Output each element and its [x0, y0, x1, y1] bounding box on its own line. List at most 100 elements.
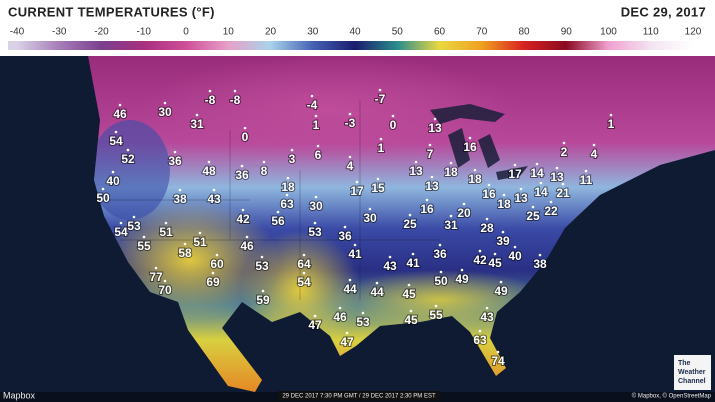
temperature: 56: [271, 214, 285, 228]
temperature: -3: [345, 116, 356, 130]
scale-tick-label: -20: [94, 27, 109, 38]
station-dot: [468, 136, 472, 140]
logo-line: The: [678, 360, 691, 367]
station-dot: [584, 169, 588, 173]
scale-tick-label: 20: [265, 27, 277, 38]
temperature: 45: [404, 313, 418, 327]
temperature: 16: [482, 187, 496, 201]
logo-line: Weather: [678, 369, 706, 376]
station-dot: [609, 113, 613, 117]
station-dot: [430, 175, 434, 179]
temperature: 54: [297, 275, 311, 289]
temperature: 41: [406, 256, 420, 270]
station-dot: [460, 268, 464, 272]
logo-box: [674, 355, 711, 390]
station-dot: [502, 193, 506, 197]
scale-tick-label: 70: [476, 27, 488, 38]
station-dot: [215, 253, 219, 257]
temperature: 13: [550, 170, 564, 184]
station-dot: [260, 255, 264, 259]
station-dot: [562, 141, 566, 145]
station-dot: [195, 113, 199, 117]
temperature: 16: [420, 202, 434, 216]
temperature: 47: [340, 335, 354, 349]
temperature: 41: [348, 247, 362, 261]
station-dot: [343, 225, 347, 229]
station-dot: [592, 143, 596, 147]
temperature: 18: [497, 197, 511, 211]
station-dot: [449, 161, 453, 165]
temperature: 44: [343, 282, 357, 296]
color-scale: [8, 41, 707, 50]
cold-north: [140, 56, 520, 165]
temperature: -8: [205, 93, 216, 107]
scale-tick-label: 30: [307, 27, 319, 38]
temperature: 31: [444, 218, 458, 232]
temperature: 46: [113, 107, 127, 121]
station-dot: [119, 221, 123, 225]
temperature: 70: [158, 283, 172, 297]
scale-tick-label: -10: [137, 27, 152, 38]
temperature: 54: [109, 134, 123, 148]
temperature: 1: [378, 141, 385, 155]
station-dot: [353, 243, 357, 247]
temperature: 42: [473, 253, 487, 267]
station-dot: [212, 188, 216, 192]
scale-tick-label: 40: [349, 27, 361, 38]
temperature: 31: [190, 117, 204, 131]
station-dot: [439, 270, 443, 274]
station-dot: [449, 214, 453, 218]
station-dot: [314, 114, 318, 118]
station-dot: [261, 289, 265, 293]
station-dot: [163, 279, 167, 283]
station-dot: [313, 221, 317, 225]
temperature: 50: [96, 191, 110, 205]
station-dot: [555, 166, 559, 170]
temperature: 52: [121, 152, 135, 166]
state-borders: [100, 100, 440, 300]
station-dot: [378, 88, 382, 92]
station-dot: [388, 255, 392, 259]
temperature: 28: [480, 221, 494, 235]
timestamp: 29 DEC 2017 7:30 PM GMT / 29 DEC 2017 2:…: [282, 394, 436, 400]
temperature: 46: [240, 239, 254, 253]
temperature: 8: [261, 164, 268, 178]
temperature: 13: [514, 191, 528, 205]
temperature: 50: [434, 274, 448, 288]
temperature: 13: [428, 121, 442, 135]
station-dot: [348, 155, 352, 159]
station-dot: [290, 148, 294, 152]
temperature: 51: [193, 235, 207, 249]
temperature: -8: [230, 93, 241, 107]
station-dot: [178, 188, 182, 192]
credits: © Mapbox, © OpenStreetMap: [632, 393, 712, 400]
temperature: 63: [280, 197, 294, 211]
temperature: 0: [390, 118, 397, 132]
station-dot: [345, 331, 349, 335]
temperature: 36: [433, 247, 447, 261]
temperature: 55: [137, 239, 151, 253]
temperature: 48: [202, 164, 216, 178]
station-dot: [485, 217, 489, 221]
station-dot: [411, 252, 415, 256]
station-dot: [118, 103, 122, 107]
temperature: 30: [309, 199, 323, 213]
station-dot: [478, 329, 482, 333]
scale-tick-label: 110: [643, 27, 659, 38]
station-dot: [164, 221, 168, 225]
temperature: 43: [480, 310, 494, 324]
temperature: 38: [533, 257, 547, 271]
station-dot: [338, 306, 342, 310]
station-dot: [513, 245, 517, 249]
temperature: 1: [313, 118, 320, 132]
temperature: 13: [409, 164, 423, 178]
station-dot: [348, 278, 352, 282]
station-dot: [496, 350, 500, 354]
station-dot: [285, 193, 289, 197]
station-dot: [501, 230, 505, 234]
station-dot: [531, 205, 535, 209]
station-dot: [428, 143, 432, 147]
